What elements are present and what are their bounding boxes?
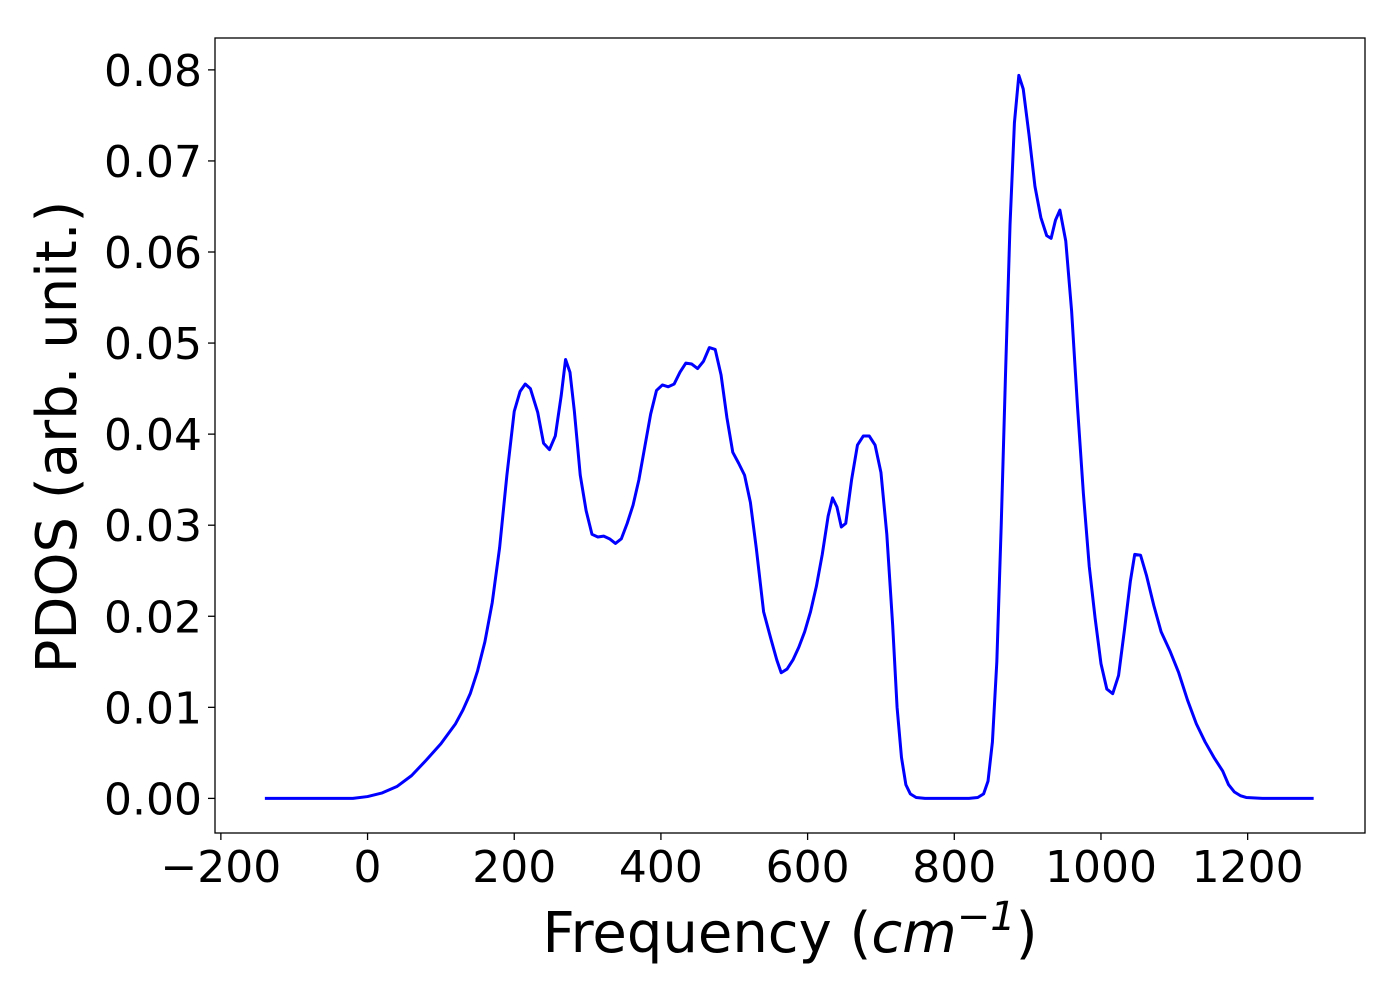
- y-tick-label: 0.02: [104, 592, 202, 643]
- x-axis-label: Frequency (cm−1): [542, 894, 1037, 966]
- y-tick-label: 0.01: [104, 683, 202, 734]
- series-line-0: [264, 73, 1314, 800]
- axis-ticks: −200 0 200 400 600 800 1000 1200 0.00 0.01 0.02 0.0…: [104, 46, 1304, 893]
- x-tick-label: 800: [912, 842, 996, 893]
- y-tick-label: 0.04: [104, 410, 202, 461]
- y-tick-label: 0.06: [104, 228, 202, 279]
- x-axis-unit-exponent: −1: [957, 894, 1016, 940]
- series-layer: [264, 73, 1314, 800]
- x-axis-label-text: Frequency: [542, 901, 831, 966]
- y-axis-label: PDOS (arb. unit.): [25, 201, 90, 674]
- plot-frame: [214, 37, 1366, 834]
- x-axis-label-open-paren: (: [832, 901, 872, 966]
- x-axis-label-close-paren: ): [1016, 901, 1038, 966]
- x-tick-label: −200: [160, 842, 281, 893]
- x-tick-label: 600: [766, 842, 850, 893]
- y-tick-label: 0.05: [104, 319, 202, 370]
- y-tick-label: 0.00: [104, 774, 202, 825]
- x-tick-label: 0: [354, 842, 382, 893]
- y-tick-label: 0.08: [104, 46, 202, 97]
- y-tick-label: 0.03: [104, 501, 202, 552]
- x-tick-label: 1200: [1192, 842, 1304, 893]
- x-axis-unit: cm: [871, 901, 956, 966]
- x-tick-label: 400: [619, 842, 703, 893]
- x-tick-label: 1000: [1045, 842, 1157, 893]
- x-tick-label: 200: [472, 842, 556, 893]
- plot-border: [214, 37, 1366, 834]
- y-tick-label: 0.07: [104, 137, 202, 188]
